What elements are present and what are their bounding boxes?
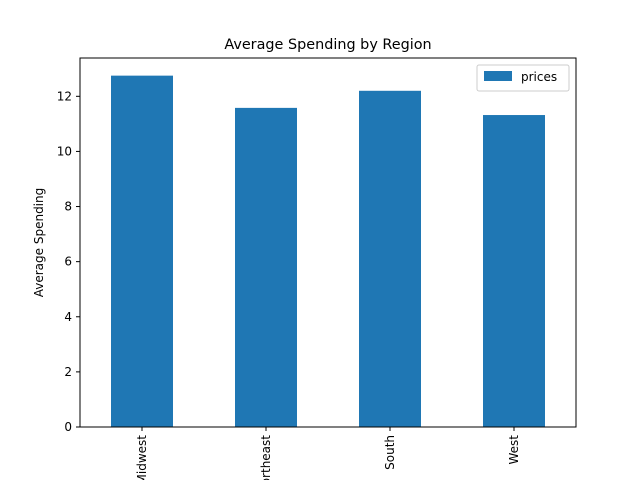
y-axis-label: Average Spending [32,188,46,298]
y-axis: 0 2 4 6 8 10 12 [57,89,80,434]
bar [483,115,545,427]
y-tick-label: 0 [64,420,72,434]
axes-frame [79,57,577,428]
x-tick-label: South [383,435,397,470]
y-tick-label: 2 [64,365,72,379]
bars-group [111,75,545,427]
x-axis: Midwest Northeast South West [135,427,521,480]
x-tick-label: Midwest [135,435,149,480]
x-tick-label: West [507,435,521,465]
bar [111,75,173,427]
legend-label: prices [521,70,557,84]
y-tick-label: 12 [57,89,72,103]
chart-title: Average Spending by Region [224,37,431,53]
bar [235,107,297,427]
bar [359,90,421,427]
y-tick-label: 8 [64,200,72,214]
legend: prices [476,64,570,92]
plot-frame [79,57,577,428]
y-tick-label: 4 [64,310,72,324]
legend-swatch [484,71,512,81]
x-tick-label: Northeast [259,435,273,480]
y-tick-label: 10 [57,144,72,158]
y-tick-label: 6 [64,255,72,269]
